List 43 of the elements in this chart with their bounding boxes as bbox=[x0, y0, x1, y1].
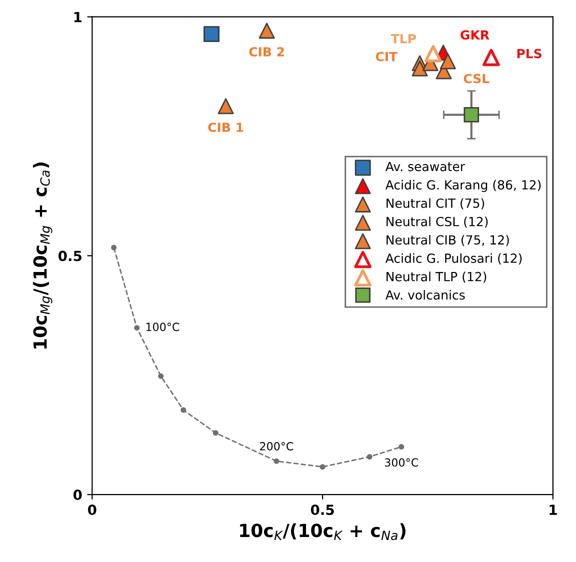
point bbox=[204, 26, 220, 42]
legend-label: Acidic G. Karang (86, 12) bbox=[385, 180, 541, 192]
point bbox=[180, 407, 186, 413]
point bbox=[111, 244, 117, 250]
annotation: CIT bbox=[376, 52, 398, 62]
legend-label: Neutral CIT (75) bbox=[386, 198, 484, 210]
point bbox=[212, 430, 218, 436]
y-axis-title: 10c$_{Mg}$/(10c$_{Mg}$ + c$_{Ca}$) bbox=[32, 162, 52, 349]
point bbox=[482, 48, 500, 66]
annotation: TLP bbox=[390, 34, 416, 44]
legend-label: Av. seawater bbox=[385, 162, 466, 172]
annotation: GKR bbox=[460, 30, 490, 40]
point bbox=[398, 444, 404, 450]
legend-label: Neutral TLP (12) bbox=[386, 272, 486, 283]
annotation: CIB 2 bbox=[249, 47, 284, 57]
x-tick-label: 0 bbox=[88, 504, 96, 516]
point bbox=[320, 464, 326, 470]
point bbox=[464, 107, 480, 122]
point bbox=[424, 44, 442, 62]
point bbox=[274, 458, 280, 464]
point bbox=[258, 22, 275, 39]
annotation: PLS bbox=[517, 48, 542, 58]
point bbox=[412, 60, 428, 76]
point bbox=[440, 53, 456, 70]
x-axis-title: 10c$_{K}$/(10c$_{K}$ + c$_{Na}$) bbox=[240, 523, 406, 540]
legend-label: Neutral CIB (75, 12) bbox=[386, 234, 509, 246]
annotation: 300°C bbox=[384, 458, 418, 467]
legend-label: Acidic G. Pulosari (12) bbox=[385, 253, 522, 264]
legend-label: Av. volcanics bbox=[385, 290, 465, 300]
point bbox=[134, 325, 140, 331]
y-tick-label: 0 bbox=[73, 490, 82, 500]
y-tick-label: 1 bbox=[74, 12, 82, 22]
annotation: CIB 1 bbox=[208, 122, 244, 132]
x-tick-label: 1 bbox=[550, 504, 557, 515]
point bbox=[366, 454, 372, 460]
annotation: 100°C bbox=[146, 322, 180, 332]
y-tick-label: 0.5 bbox=[58, 250, 82, 262]
point bbox=[218, 98, 234, 114]
point bbox=[158, 373, 164, 379]
annotation: 200°C bbox=[260, 442, 294, 450]
legend-label: Neutral CSL (12) bbox=[386, 216, 488, 228]
annotation: CSL bbox=[464, 74, 490, 84]
x-tick-label: 0.5 bbox=[310, 504, 334, 516]
